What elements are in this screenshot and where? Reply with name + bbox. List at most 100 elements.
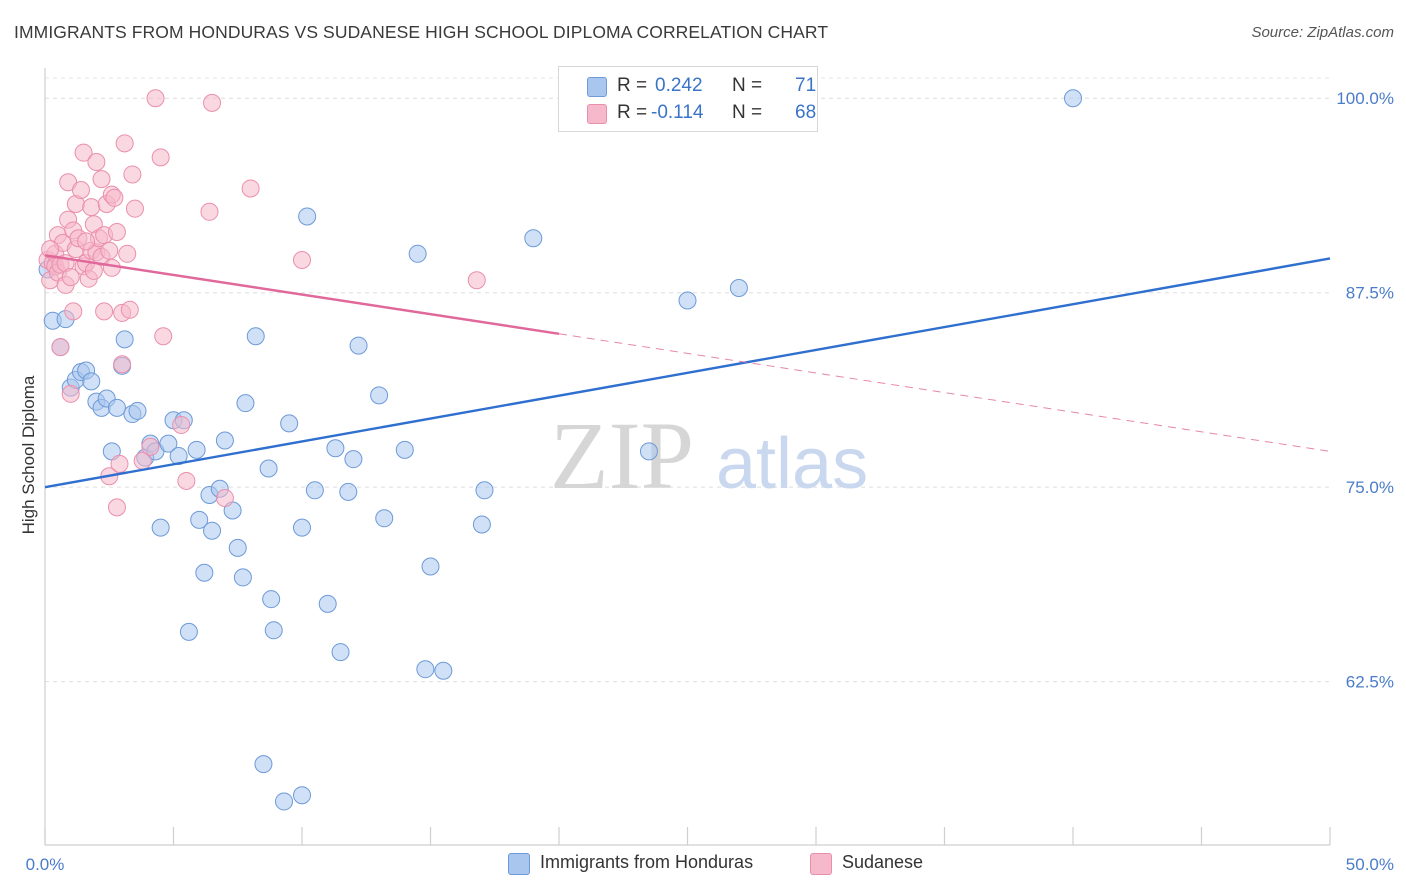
legend-n-value: 68 [795, 102, 817, 123]
bottom-legend-label-honduras: Immigrants from Honduras [540, 852, 754, 872]
sudanese-point [61, 268, 80, 287]
legend-n-label: N = [732, 102, 763, 123]
chart-title: IMMIGRANTS FROM HONDURAS VS SUDANESE HIG… [14, 22, 829, 42]
sudanese-point [41, 240, 60, 259]
bottom-legend-swatch-honduras [508, 853, 530, 875]
y-axis-label: High School Diploma [19, 375, 38, 534]
sudanese-point [102, 258, 121, 277]
sudanese-point [105, 188, 124, 207]
honduras-point [298, 207, 317, 226]
legend: R = 0.242 N = 71 R = -0.114 N = 68 [558, 66, 818, 132]
sudanese-point [110, 454, 129, 473]
sudanese-point [141, 437, 160, 456]
sudanese-point [293, 251, 311, 270]
honduras-point [151, 518, 170, 537]
sudanese-point [92, 170, 111, 189]
honduras-point [254, 755, 273, 774]
honduras-point [187, 440, 206, 459]
sudanese-point [118, 244, 137, 263]
y-tick-label: 100.0% [1336, 89, 1394, 108]
bottom-legend-swatch-sudanese [810, 853, 832, 875]
honduras-point [246, 327, 265, 346]
sudanese-point [177, 471, 196, 490]
sudanese-point [115, 134, 134, 153]
trend-lines [44, 254, 1331, 489]
honduras-point [262, 590, 281, 609]
honduras-point [416, 660, 435, 679]
sudanese-point [113, 355, 132, 374]
honduras-point [434, 661, 453, 680]
watermark-atlas: atlas [716, 424, 868, 504]
honduras-point [421, 557, 440, 576]
sudanese-point [215, 489, 234, 508]
legend-r-value: 0.242 [655, 75, 703, 96]
legend-r-label: R = [617, 75, 648, 96]
honduras-point [678, 291, 697, 310]
honduras-point [375, 509, 394, 528]
honduras-point [524, 229, 543, 248]
honduras-point [305, 481, 324, 500]
sudanese-point [61, 384, 80, 403]
axes [44, 68, 1331, 846]
honduras-point [331, 643, 350, 662]
sudanese-trend-line [44, 254, 560, 335]
legend-swatch-honduras [587, 77, 607, 97]
legend-n-value: 71 [795, 75, 817, 96]
sudanese-point [77, 232, 96, 251]
sudanese-point [100, 241, 119, 260]
legend-n-label: N = [732, 75, 763, 96]
grid-lines [45, 77, 1330, 683]
sudanese-trend-line-extension [558, 333, 1331, 452]
honduras-point [179, 622, 198, 641]
sudanese-point [95, 302, 114, 321]
sudanese-point [146, 89, 165, 108]
honduras-point [159, 434, 178, 453]
honduras-point [228, 538, 247, 557]
watermark: ZIP atlas [550, 402, 868, 509]
honduras-point [264, 621, 283, 640]
honduras-point [395, 440, 414, 459]
honduras-point [370, 386, 389, 405]
x-tick-label: 0.0% [26, 855, 65, 874]
sudanese-point [71, 181, 90, 200]
honduras-point [729, 279, 748, 298]
honduras-point [1064, 89, 1082, 108]
honduras-point [107, 398, 126, 417]
honduras-point [472, 515, 491, 534]
honduras-point [203, 521, 222, 540]
x-tick-label: 50.0% [1346, 855, 1394, 874]
honduras-point [233, 568, 252, 587]
honduras-point [349, 336, 368, 355]
honduras-point [293, 518, 311, 537]
sudanese-point [151, 148, 170, 167]
honduras-point [128, 401, 147, 420]
legend-r-value: -0.114 [651, 102, 704, 123]
honduras-point [475, 481, 494, 500]
sudanese-point [107, 498, 126, 517]
honduras-point [293, 786, 311, 805]
honduras-point [318, 594, 337, 613]
honduras-point [190, 510, 209, 529]
bottom-legend-label-sudanese: Sudanese [842, 852, 924, 872]
sudanese-point [82, 198, 101, 217]
sudanese-point [107, 223, 126, 242]
tick-labels: 62.5% 75.0% 87.5% 100.0% 0.0% 50.0% [26, 89, 1394, 874]
honduras-point [344, 450, 363, 469]
honduras-point [326, 439, 345, 458]
sudanese-point [241, 179, 260, 198]
sudanese-point [154, 327, 173, 346]
honduras-point [339, 482, 358, 501]
legend-swatch-sudanese [587, 104, 607, 124]
sudanese-point [200, 202, 219, 221]
legend-r-label: R = [617, 102, 648, 123]
honduras-point [259, 459, 278, 478]
honduras-point [408, 244, 427, 263]
honduras-point [82, 372, 101, 391]
sudanese-point [74, 143, 93, 162]
watermark-zip: ZIP [550, 402, 694, 509]
honduras-point [639, 442, 658, 461]
honduras-trend-line [44, 257, 1331, 489]
sudanese-point [123, 165, 142, 184]
sudanese-point [87, 153, 106, 172]
